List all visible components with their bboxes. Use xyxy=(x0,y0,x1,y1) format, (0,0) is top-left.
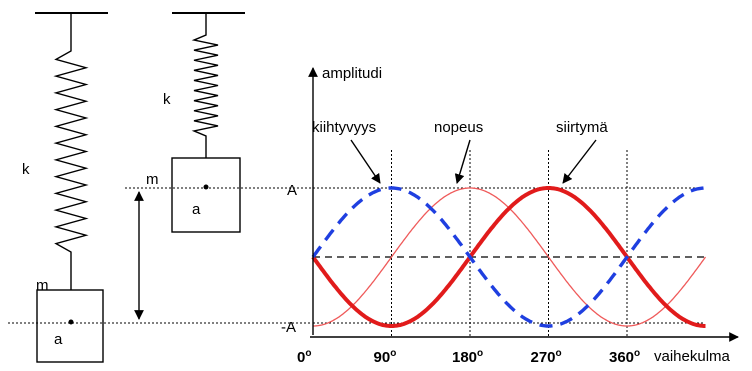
degree-mark: o xyxy=(390,348,396,359)
left-a-label: a xyxy=(54,331,63,348)
degree-mark: o xyxy=(305,348,311,359)
middle-mass-block xyxy=(171,157,241,233)
left-mass-center xyxy=(68,319,74,325)
middle-mass-center xyxy=(203,184,209,190)
displacement-pointer xyxy=(562,139,597,184)
degree-mark: o xyxy=(556,348,562,359)
degree-mark: o xyxy=(477,348,483,359)
x-tick-label: 90o xyxy=(374,348,397,366)
middle-spring-system: k m a xyxy=(146,12,245,233)
left-spring-system: k m a xyxy=(22,12,108,363)
x-tick-label: 180o xyxy=(452,348,483,366)
x-tick-labels: 0o 90o 180o 270o 360o xyxy=(297,348,640,366)
x-tick-label: 270o xyxy=(531,348,562,366)
left-mass-label: m xyxy=(36,277,49,294)
degree-mark: o xyxy=(634,348,640,359)
x-axis-label: vaihekulma xyxy=(654,348,731,365)
displacement-curve xyxy=(311,186,706,328)
acceleration-pointer xyxy=(350,139,381,184)
middle-mass-label: m xyxy=(146,171,159,188)
middle-spring-constant-label: k xyxy=(163,91,171,108)
grid-lines xyxy=(391,150,628,337)
amplitude-positive-label: A xyxy=(287,182,297,199)
amplitude-negative-label: -A xyxy=(281,319,296,336)
acceleration-curve xyxy=(311,186,706,328)
left-spring-constant-label: k xyxy=(22,161,30,178)
phase-plot: 0o 90o 180o 270o 360o amplitudi vaihekulma A… xyxy=(281,65,739,366)
acceleration-label: kiihtyvyys xyxy=(312,119,376,136)
middle-spring xyxy=(191,13,219,158)
velocity-pointer xyxy=(454,139,471,184)
left-mass-block xyxy=(36,289,104,363)
x-tick-label: 0o xyxy=(297,348,311,366)
x-tick-label: 360o xyxy=(609,348,640,366)
velocity-label: nopeus xyxy=(434,119,483,136)
left-spring xyxy=(53,13,89,290)
middle-a-label: a xyxy=(192,201,201,218)
displacement-label: siirtymä xyxy=(556,119,608,136)
y-axis-label: amplitudi xyxy=(322,65,382,82)
